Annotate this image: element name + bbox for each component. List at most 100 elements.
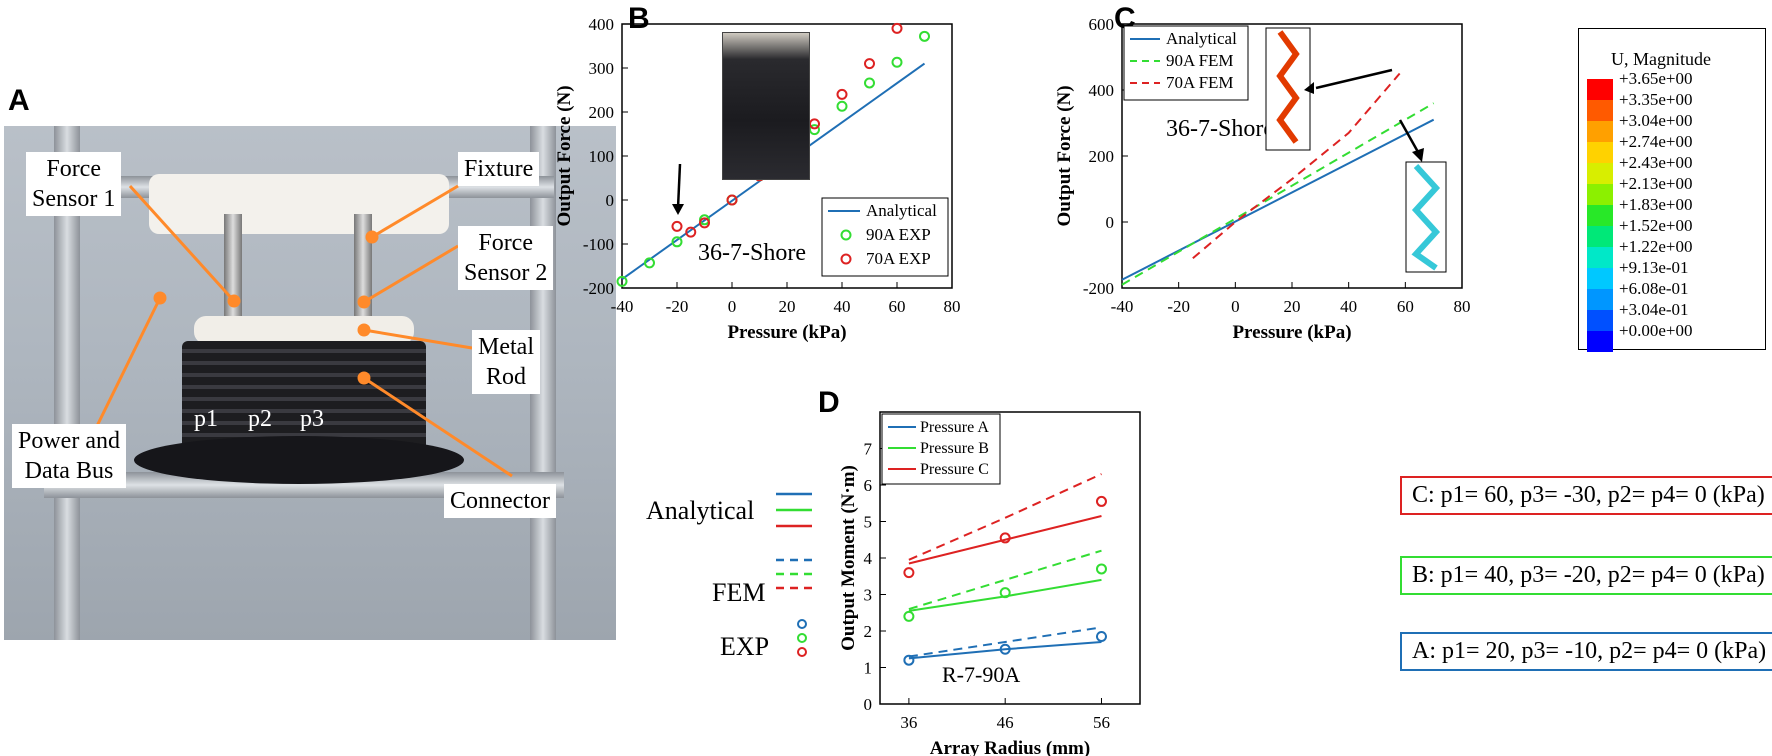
colorbar-label: +3.04e+00 (1619, 111, 1693, 130)
colorbar-label: +6.08e-01 (1619, 279, 1689, 298)
legend-label: Analytical (866, 201, 937, 220)
x-tick-label: 56 (1093, 713, 1110, 732)
colorbar-swatch (1587, 205, 1613, 226)
x-tick-label: -20 (666, 297, 689, 316)
data-point-90a-exp (864, 77, 875, 89)
y-tick-label: 0 (1106, 213, 1115, 232)
fixture-plate (149, 174, 449, 234)
data-point-90a-exp (891, 56, 903, 68)
y-tick-label: -200 (583, 279, 614, 298)
y-tick-label: 300 (589, 59, 615, 78)
exp-swatch (797, 619, 807, 629)
inset-arrow (676, 163, 682, 209)
x-axis-label: Array Radius (mm) (930, 738, 1090, 756)
series-line-pressure-a-fem (908, 626, 1102, 658)
colorbar-swatch (1587, 184, 1613, 205)
y-tick-label: 3 (864, 586, 873, 605)
leader-dot (357, 323, 371, 337)
x-tick-label: 80 (1454, 297, 1471, 316)
series-line-pressure-c-analytical (908, 515, 1102, 565)
leader-dot (227, 294, 241, 308)
data-point-pressure-c-exp (1095, 495, 1107, 507)
y-tick-label: 400 (1089, 81, 1115, 100)
colorbar-swatch (1587, 268, 1613, 289)
y-axis-label: Output Moment (N·m) (838, 465, 859, 651)
leader-fixture (371, 184, 459, 239)
inset-arrow-head (1412, 148, 1424, 162)
photo-callout-lines (93, 184, 513, 478)
legend-label: 70A EXP (866, 249, 931, 268)
x-tick-label: 0 (728, 297, 737, 316)
condition-box-b: B: p1= 40, p3= -20, p2= p4= 0 (kPa) (1400, 556, 1772, 595)
x-tick-label: -40 (1111, 297, 1134, 316)
method-legend-fem: FEM (712, 578, 766, 607)
chamber-label-p3: p3 (300, 406, 324, 432)
chart-b: -40 -20 0 20 40 60 80-200-1000100200300400Pres… (554, 15, 961, 343)
y-tick-label: 2 (864, 622, 873, 641)
chart-annotation: 36-7-Shore (698, 240, 806, 266)
data-point-pressure-a-exp (999, 643, 1011, 655)
legend-swatch (840, 229, 852, 241)
data-point-90a-exp (644, 257, 655, 269)
condition-box-c: C: p1= 60, p3= -30, p2= p4= 0 (kPa) (1400, 476, 1772, 515)
callout-power-data-bus: Power and Data Bus (12, 424, 126, 488)
x-tick-label: 20 (1284, 297, 1301, 316)
colorbar-label: +9.13e-01 (1619, 258, 1689, 277)
colorbar-label: +1.22e+00 (1619, 237, 1693, 256)
leader-force-sensor-1 (128, 184, 236, 303)
exp-swatch (797, 633, 807, 643)
colorbar-title: U, Magnitude (1611, 49, 1711, 69)
legend-label: Analytical (1166, 29, 1237, 48)
x-tick-label: 20 (779, 297, 796, 316)
inset-arrow-head (1304, 82, 1314, 94)
condition-box-a: A: p1= 20, p3= -10, p2= p4= 0 (kPa) (1400, 632, 1772, 671)
soft-actuator-array (182, 341, 426, 453)
displacement-colorbar: U, Magnitude +3.65e+00 +3.35e+00 +3.04e+00… (1578, 28, 1766, 352)
series-line-pressure-a-analytical (908, 640, 1102, 660)
colorbar-swatch (1587, 79, 1613, 100)
x-tick-label: 36 (900, 713, 917, 732)
y-tick-label: 7 (864, 440, 873, 459)
leader-connector (363, 376, 513, 478)
inset-arrow-head (672, 204, 684, 215)
x-tick-label: 60 (889, 297, 906, 316)
series-line-90a-fem (1121, 102, 1435, 286)
y-tick-label: 1 (864, 659, 873, 678)
inset-arrow (1398, 119, 1420, 153)
series-line-70a-fem (1192, 72, 1401, 260)
legend-label: 90A FEM (1166, 51, 1234, 70)
y-tick-label: 5 (864, 513, 873, 532)
colorbar-swatch (1587, 310, 1613, 331)
method-legend-swatches (776, 492, 812, 657)
legend-label: 70A FEM (1166, 73, 1234, 92)
legend-label: Pressure B (920, 440, 989, 457)
inset-arrow (1315, 68, 1393, 90)
chart-annotation: 36-7-Shore (1166, 116, 1274, 142)
data-point-pressure-c-exp (903, 567, 915, 579)
series-line-pressure-b-fem (908, 549, 1102, 611)
callout-fixture: Fixture (458, 152, 540, 186)
chart-annotation: R-7-90A (942, 662, 1020, 687)
leader-metal-rod (363, 328, 473, 350)
data-point-pressure-b-exp (999, 587, 1011, 599)
y-tick-label: 0 (606, 191, 615, 210)
y-tick-label: 6 (864, 476, 873, 495)
data-point-90a-exp (809, 124, 820, 136)
method-legend-analytical: Analytical (646, 496, 755, 525)
leader-force-sensor-2 (363, 244, 459, 304)
chamber-label-p1: p1 (194, 406, 218, 432)
y-tick-label: 100 (589, 147, 615, 166)
legend-label: 90A EXP (866, 225, 931, 244)
colorbar-swatch (1587, 331, 1613, 352)
panel-label-b: B (628, 2, 650, 35)
colorbar-label: +3.35e+00 (1619, 90, 1693, 109)
data-point-90a-exp (616, 275, 628, 287)
colorbar-swatch (1587, 247, 1613, 268)
y-tick-label: 0 (864, 695, 873, 714)
data-point-70a-exp (809, 118, 820, 130)
method-legend-exp: EXP (720, 632, 770, 661)
colorbar-swatch (1587, 226, 1613, 247)
chamber-label-p2: p2 (248, 406, 272, 432)
colorbar-swatch (1587, 142, 1613, 163)
data-point-90a-exp (836, 100, 848, 112)
